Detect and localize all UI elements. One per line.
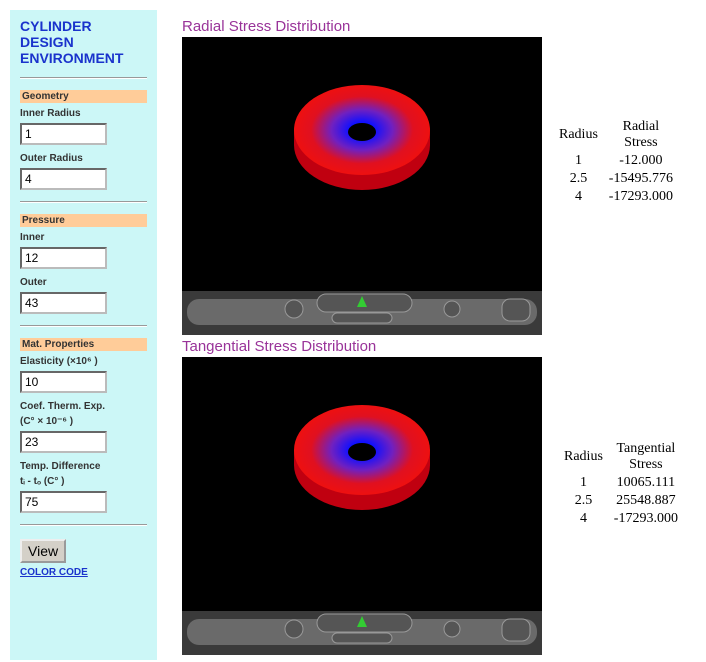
field-label: Inner xyxy=(20,232,45,243)
column-header: Radial Stress xyxy=(622,119,660,150)
text-input[interactable]: 23 xyxy=(20,431,107,453)
table-cell: -12.000 xyxy=(619,153,663,168)
nav-control[interactable] xyxy=(331,632,393,644)
table-cell: -17293.000 xyxy=(613,511,678,526)
stress-table: Radius Radial Stress 1 -12.000 2.5 -15495.776… xyxy=(555,118,680,206)
color-code-link[interactable]: COLOR CODE xyxy=(20,567,88,578)
table-cell: 1 xyxy=(574,153,582,168)
table-cell: -15495.776 xyxy=(608,171,673,186)
text-input[interactable]: 4 xyxy=(20,168,107,190)
field-label: Elasticity (×10⁶ ) xyxy=(20,356,98,367)
table-row: 1 10065.111 xyxy=(560,474,685,492)
toolbar-button[interactable] xyxy=(501,618,531,642)
app-title-line: CYLINDER xyxy=(20,18,92,34)
table-cell: -17293.000 xyxy=(608,189,673,204)
table-cell: 1 xyxy=(579,475,587,490)
torus-hole xyxy=(348,443,376,461)
field-label: (C° × 10⁻⁶ ) xyxy=(20,416,74,427)
table-cell: 2.5 xyxy=(569,171,588,186)
stress-table: Radius Tangential Stress 1 10065.111 2.5 2554… xyxy=(560,440,685,528)
table-row: 4 -17293.000 xyxy=(555,188,680,206)
view-button[interactable]: View xyxy=(20,539,67,563)
app-title-line: ENVIRONMENT xyxy=(20,50,124,66)
field-label: Coef. Therm. Exp. xyxy=(20,401,106,412)
nav-arrow[interactable] xyxy=(357,296,367,307)
section-header: Geometry xyxy=(20,90,147,103)
text-input[interactable]: 75 xyxy=(20,491,107,513)
table-header-row: Radius Tangential Stress xyxy=(560,440,685,474)
column-header: Radius xyxy=(564,449,603,464)
text-input[interactable]: 1 xyxy=(20,123,107,145)
field-label: Outer Radius xyxy=(20,153,83,164)
table-row: 1 -12.000 xyxy=(555,152,680,170)
toolbar-button[interactable] xyxy=(443,620,461,638)
separator xyxy=(20,201,147,203)
field-label: tᵢ - tₒ (C° ) xyxy=(20,476,65,487)
nav-arrow[interactable] xyxy=(357,616,367,627)
field-label: Temp. Difference xyxy=(20,461,101,472)
column-header: Radius xyxy=(559,127,598,142)
text-input[interactable]: 12 xyxy=(20,247,107,269)
panel-title: Tangential Stress Distribution xyxy=(182,338,377,355)
table-header-row: Radius Radial Stress xyxy=(555,118,680,152)
table-row: 2.5 25548.887 xyxy=(560,492,685,510)
viewer-canvas xyxy=(182,357,542,655)
viewer-3d xyxy=(182,357,542,655)
viewer-3d xyxy=(182,37,542,335)
table-cell: 10065.111 xyxy=(616,475,676,490)
field-label: Outer xyxy=(20,277,47,288)
table-cell: 2.5 xyxy=(574,493,593,508)
separator xyxy=(20,77,147,79)
table-cell: 4 xyxy=(574,189,582,204)
sidebar: CYLINDER DESIGN ENVIRONMENT Geometry Inner R… xyxy=(10,10,157,660)
field-label: Inner Radius xyxy=(20,108,81,119)
section-header: Pressure xyxy=(20,214,147,227)
panel-title: Radial Stress Distribution xyxy=(182,18,351,35)
table-cell: 4 xyxy=(579,511,587,526)
nav-control[interactable] xyxy=(331,312,393,324)
app-title-line: DESIGN xyxy=(20,34,74,50)
torus-hole xyxy=(348,123,376,141)
text-input[interactable]: 10 xyxy=(20,371,107,393)
separator xyxy=(20,524,147,526)
column-header: Tangential Stress xyxy=(616,441,676,472)
toolbar-button[interactable] xyxy=(284,299,304,319)
viewer-canvas xyxy=(182,37,542,335)
table-row: 4 -17293.000 xyxy=(560,510,685,528)
toolbar-button[interactable] xyxy=(501,298,531,322)
text-input[interactable]: 43 xyxy=(20,292,107,314)
section-header: Mat. Properties xyxy=(20,338,147,351)
table-cell: 25548.887 xyxy=(616,493,676,508)
toolbar-button[interactable] xyxy=(443,300,461,318)
table-row: 2.5 -15495.776 xyxy=(555,170,680,188)
toolbar-button[interactable] xyxy=(284,619,304,639)
separator xyxy=(20,325,147,327)
